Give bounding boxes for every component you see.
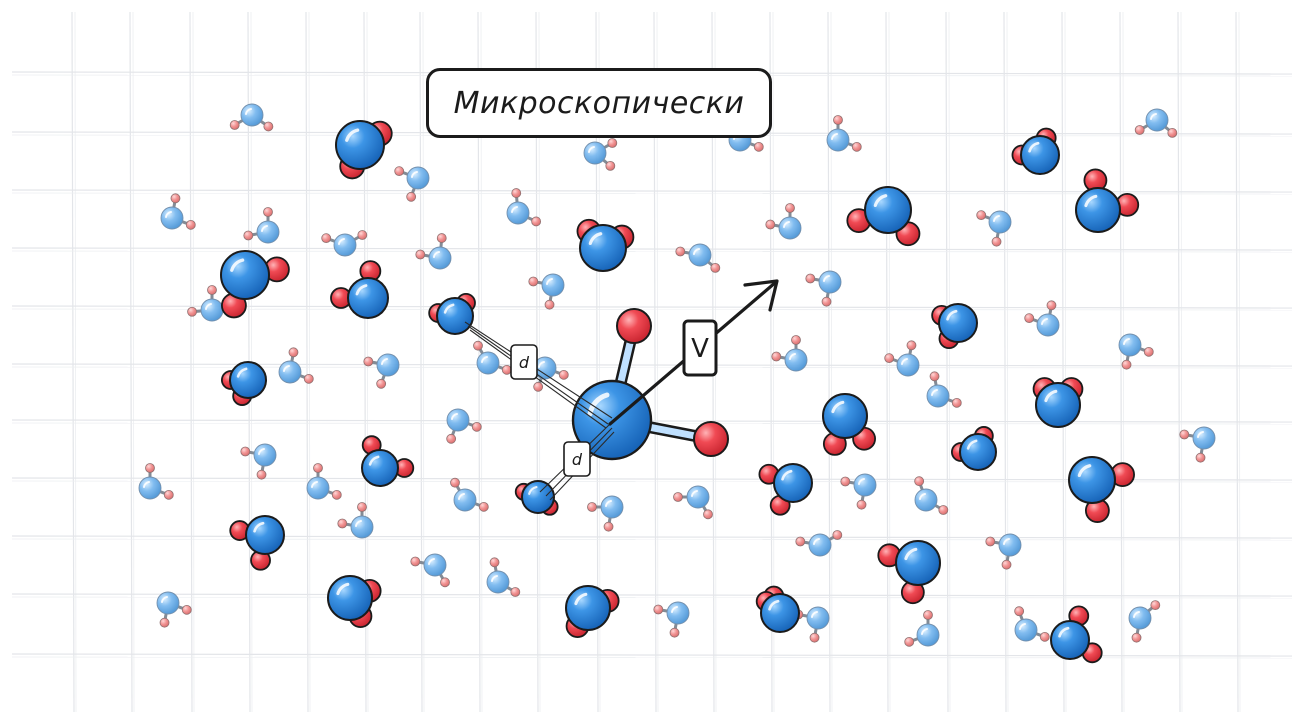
water-molecule-icon: [337, 502, 374, 539]
water-molecule-icon: [229, 103, 274, 132]
water-molecule-icon: [755, 585, 800, 633]
water-molecule-icon: [428, 293, 476, 335]
water-molecule-icon: [951, 426, 997, 471]
water-molecule-icon: [985, 533, 1022, 570]
water-molecule-icon: [243, 207, 280, 244]
water-molecule-icon: [361, 435, 415, 487]
central-water-molecule-icon: [571, 308, 729, 461]
water-molecule-icon: [220, 361, 267, 406]
water-molecule-icon: [410, 553, 450, 588]
molecules-layer: [138, 103, 1216, 664]
water-molecule-icon: [1075, 168, 1140, 233]
water-molecule-icon: [306, 463, 342, 500]
distance-label-lower-text: d: [572, 450, 583, 469]
water-molecule-icon: [486, 557, 521, 597]
water-molecule-icon: [240, 443, 277, 480]
water-molecule-icon: [795, 530, 843, 557]
water-molecule-icon: [675, 243, 721, 273]
title-box: Микроскопически: [426, 68, 772, 138]
water-molecule-icon: [138, 463, 174, 500]
water-molecule-icon: [394, 166, 430, 202]
water-molecule-icon: [335, 120, 393, 180]
water-molecule-icon: [771, 335, 808, 372]
water-molecule-icon: [1011, 127, 1060, 175]
water-molecule-icon: [1068, 456, 1135, 523]
distance-label-upper-text: d: [519, 353, 530, 372]
water-molecule-icon: [473, 340, 512, 375]
water-molecule-icon: [160, 193, 196, 230]
water-molecule-icon: [528, 273, 565, 310]
water-molecule-icon: [220, 250, 290, 319]
water-molecule-icon: [1128, 600, 1161, 643]
water-molecule-icon: [506, 188, 542, 227]
water-molecule-icon: [330, 260, 389, 319]
water-molecule-icon: [1179, 426, 1216, 463]
water-molecule-icon: [914, 476, 949, 515]
water-molecule-icon: [565, 585, 620, 638]
page-title: Микроскопически: [453, 85, 745, 121]
water-molecule-icon: [363, 353, 400, 389]
water-molecule-icon: [156, 591, 192, 628]
distance-line-upper: [464, 321, 613, 429]
water-molecule-icon: [1050, 605, 1103, 664]
velocity-label: V: [682, 319, 718, 377]
water-molecule-icon: [321, 230, 368, 257]
water-molecule-icon: [840, 473, 877, 510]
water-molecule-icon: [514, 480, 559, 516]
water-molecule-icon: [1134, 108, 1178, 138]
water-molecule-icon: [446, 408, 482, 444]
water-molecule-icon: [822, 393, 876, 456]
water-molecule-icon: [976, 210, 1012, 247]
water-molecule-icon: [583, 138, 618, 171]
water-molecule-icon: [1118, 333, 1154, 370]
distance-label-upper: d: [510, 344, 538, 380]
water-molecule-icon: [758, 463, 813, 516]
water-molecule-icon: [1014, 606, 1050, 642]
water-molecule-icon: [278, 347, 314, 384]
water-molecule-icon: [576, 218, 635, 272]
water-molecule-icon: [884, 340, 920, 377]
water-molecule-icon: [1032, 377, 1084, 428]
water-molecule-icon: [931, 303, 978, 350]
water-molecule-icon: [415, 233, 452, 270]
water-molecule-icon: [187, 285, 224, 322]
water-molecule-icon: [1024, 300, 1060, 337]
water-molecule-icon: [327, 575, 382, 628]
water-molecule-icon: [673, 485, 713, 520]
annotations-layer: V d d: [464, 279, 779, 501]
water-molecule-icon: [846, 186, 921, 247]
water-molecule-icon: [587, 495, 624, 532]
water-molecule-icon: [926, 371, 962, 408]
water-molecule-icon: [826, 115, 862, 152]
water-molecule-icon: [653, 601, 690, 638]
velocity-label-text: V: [691, 334, 709, 364]
water-molecule-icon: [805, 270, 842, 307]
water-molecule-icon: [229, 515, 285, 571]
distance-label-lower: d: [563, 441, 591, 477]
water-molecule-icon: [765, 203, 802, 240]
water-molecule-icon: [904, 610, 940, 647]
water-molecule-icon: [450, 477, 489, 512]
water-molecule-icon: [877, 540, 941, 605]
